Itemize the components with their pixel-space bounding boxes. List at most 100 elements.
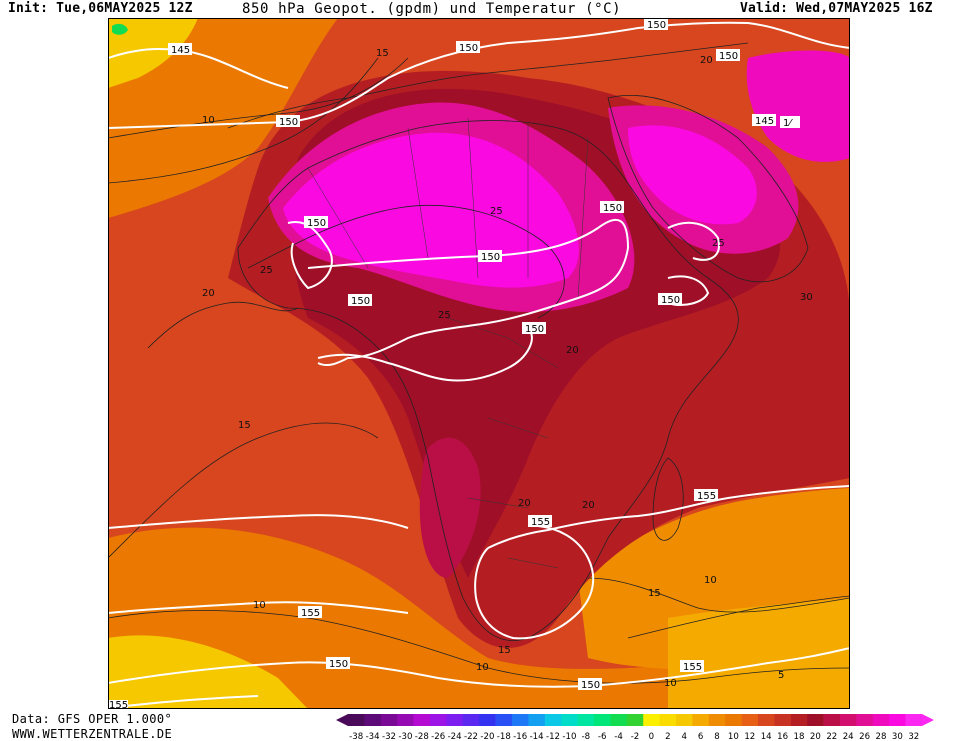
valid-time: Valid: Wed,07MAY2025 16Z [740, 1, 933, 16]
isotherm-label: 25 [712, 238, 725, 249]
legend-swatch [774, 714, 792, 726]
legend-swatch [856, 714, 874, 726]
svg-text:150: 150 [459, 43, 478, 54]
coastline-arabia [607, 95, 809, 282]
legend-tick-label: 8 [714, 732, 719, 741]
legend-tick-label: -34 [366, 732, 380, 741]
svg-text:150: 150 [719, 51, 738, 62]
legend-tick-label: 4 [681, 732, 686, 741]
isotherm-15-south [108, 422, 379, 559]
legend-tick-label: -10 [562, 732, 576, 741]
legend-swatch [364, 714, 382, 726]
legend-tick-label: 22 [826, 732, 837, 741]
legend-arrow-left [336, 714, 348, 726]
coastline-europe [227, 42, 749, 129]
isotherm-label: 20 [582, 500, 595, 511]
isotherm-label: 20 [566, 345, 579, 356]
website: WWW.WETTERZENTRALE.DE [12, 727, 173, 741]
legend-tick-label: 6 [698, 732, 703, 741]
geopot-label: 150 [326, 657, 350, 670]
legend-tick-label: -16 [513, 732, 527, 741]
legend-tick-label: 16 [777, 732, 788, 741]
legend-tick-label: 28 [876, 732, 887, 741]
legend-swatch [758, 714, 775, 726]
legend-tick-label: 26 [859, 732, 870, 741]
svg-text:150: 150 [481, 252, 500, 263]
legend-swatch [626, 714, 644, 726]
geopot-label: 145 [752, 114, 776, 127]
geopot-label: 150 [456, 41, 480, 54]
isotherm-label: 25 [260, 265, 273, 276]
geopot-label: 155 [108, 700, 128, 709]
legend-swatch [610, 714, 628, 726]
isotherm-label: 25 [490, 206, 503, 217]
legend-swatch [479, 714, 496, 726]
isotherm-label: 15 [648, 588, 661, 599]
temp-field-iran-hot [746, 50, 850, 162]
isotherm-15-southeast [587, 577, 850, 613]
temp-field-southeast-yellow [668, 598, 850, 709]
temp-field-north-yellow [108, 18, 198, 88]
isotherm-10-southeast [627, 595, 850, 639]
isotherm-label: 10 [476, 662, 489, 673]
legend-tick-label: -32 [382, 732, 396, 741]
legend-tick-label: -30 [398, 732, 412, 741]
legend-tick-label: -4 [614, 732, 623, 741]
legend-swatch [512, 714, 529, 726]
geopot-label: 145 [168, 43, 192, 56]
isotherm-label: 10 [704, 575, 717, 586]
geopot-150-north [108, 21, 850, 129]
isotherm-15-north [108, 57, 379, 184]
legend-swatch [544, 714, 562, 726]
isotherm-label: 20 [202, 288, 215, 299]
legend-swatch [397, 714, 414, 726]
isotherm-label-group: 10 15 20 25 25 25 20 25 30 20 15 20 15 1… [202, 48, 813, 689]
legend-swatch [889, 714, 906, 726]
geopot-label: 155 [298, 606, 322, 619]
isotherm-label: 10 [664, 678, 677, 689]
geopot-150-centre [317, 327, 533, 382]
legend-tick-label: -8 [582, 732, 591, 741]
temp-field-north-cool [108, 18, 338, 218]
legend-tick-label: -2 [631, 732, 640, 741]
isotherm-label: 10 [202, 115, 215, 126]
svg-text:150: 150 [351, 296, 370, 307]
temp-field-south-yellow [108, 635, 308, 709]
legend-swatch [430, 714, 447, 726]
svg-text:150: 150 [603, 203, 622, 214]
legend-swatch [872, 714, 890, 726]
coastline-africa [237, 120, 739, 641]
svg-text:155: 155 [109, 700, 128, 709]
svg-text:155: 155 [697, 491, 716, 502]
legend-swatch [905, 714, 923, 726]
country-borders [307, 117, 589, 569]
legend-swatch [790, 714, 808, 726]
isotherm-label: 15 [498, 645, 511, 656]
isotherm-10-north [108, 57, 409, 139]
geopot-label: 150 [658, 293, 682, 306]
geopot-label: 150 [348, 294, 372, 307]
data-source: Data: GFS OPER 1.000° [12, 712, 173, 726]
legend-swatch [561, 714, 578, 726]
legend-swatch [413, 714, 431, 726]
legend-tick-label: 10 [728, 732, 739, 741]
init-time: Init: Tue,06MAY2025 12Z [8, 1, 193, 16]
geopot-label: 155 [528, 515, 552, 528]
isotherm-label: 20 [700, 55, 713, 66]
temp-field-arabia-core [628, 125, 757, 225]
weather-map: 145 150 150 150 150 145 1⁄ 150 150 150 1… [108, 18, 850, 709]
legend-swatch [528, 714, 546, 726]
legend-swatch [462, 714, 480, 726]
legend-swatch [577, 714, 595, 726]
isotherm-label: 15 [376, 48, 389, 59]
legend-tick-label: 32 [908, 732, 919, 741]
legend-tick-label: 0 [649, 732, 654, 741]
legend-swatch [692, 714, 710, 726]
legend-tick-label: 2 [665, 732, 670, 741]
geopot-label: 150 [716, 49, 740, 62]
legend-tick-label: -18 [497, 732, 511, 741]
map-frame [108, 18, 850, 709]
geopot-155-south [108, 485, 850, 549]
legend-swatch [495, 714, 513, 726]
map-title: 850 hPa Geopot. (gpdm) und Temperatur (°… [242, 1, 622, 17]
